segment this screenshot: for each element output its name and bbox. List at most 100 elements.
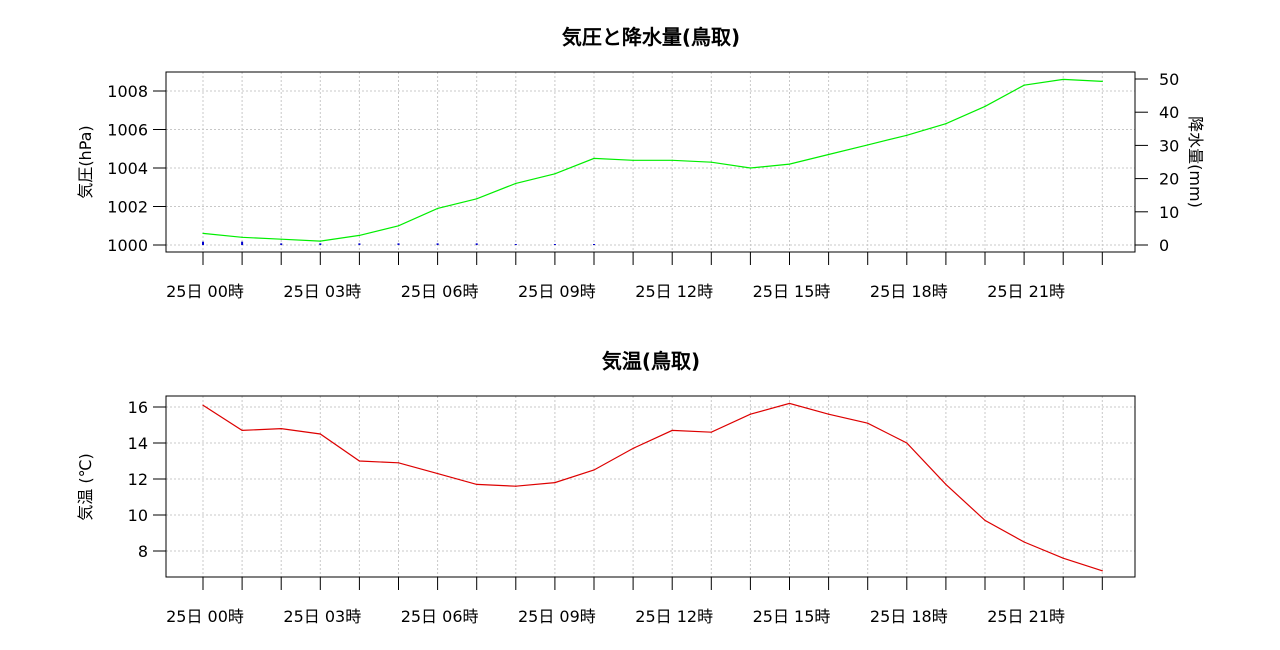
temperature-point: [241, 429, 243, 431]
temperature-point: [906, 442, 908, 444]
temperature-point: [437, 473, 439, 475]
temperature-point: [867, 422, 869, 424]
grid: [166, 396, 1135, 577]
y-tick-label: 1000: [107, 236, 148, 255]
temperature-point: [710, 431, 712, 433]
x-tick-label: 25日 21時: [987, 282, 1065, 301]
y-tick-label: 1006: [107, 121, 148, 140]
plot-frame: [165, 71, 1136, 253]
y-tick-label: 1008: [107, 82, 148, 101]
temperature-point: [1062, 557, 1064, 559]
y-tick-label: 40: [1159, 103, 1179, 122]
y-axis-left: 8 10 12 14 16: [128, 398, 166, 561]
pressure-point: [1101, 80, 1103, 82]
temperature-line: [202, 402, 1103, 572]
temperature-point: [1101, 570, 1103, 572]
temperature-point: [476, 483, 478, 485]
x-axis: 25日 00時 25日 03時 25日 06時 25日 09時 25日 12時 25日 1…: [166, 252, 1103, 301]
pressure-point: [828, 153, 830, 156]
y-tick-label: 1004: [107, 159, 148, 178]
pressure-point: [241, 236, 243, 238]
pressure-point: [358, 234, 360, 236]
precipitation-series: [202, 241, 595, 245]
temperature-point: [515, 485, 517, 487]
y-tick-label: 1002: [107, 198, 148, 217]
y-axis-label: 気温 (℃): [76, 453, 95, 521]
temperature-point: [632, 447, 634, 449]
temperature-point: [788, 402, 791, 404]
grid: [166, 72, 1135, 252]
y-tick-label: 14: [128, 434, 148, 453]
y-tick-label: 8: [138, 542, 148, 561]
temperature-point: [202, 404, 204, 406]
pressure-point: [1062, 78, 1064, 81]
pressure-point: [788, 163, 791, 165]
temperature-point: [828, 413, 830, 415]
y-axis-right: 0 10 20 30 40 50: [1135, 70, 1179, 255]
temperature-point: [671, 429, 673, 431]
temperature-point: [1023, 541, 1025, 543]
x-tick-label: 25日 18時: [870, 282, 948, 301]
y-tick-label: 30: [1159, 136, 1179, 155]
x-tick-label: 25日 09時: [518, 607, 596, 626]
pressure-point: [984, 105, 986, 107]
chart-title: 気温(鳥取): [602, 349, 700, 373]
pressure-point: [280, 238, 282, 240]
pressure-point: [515, 182, 517, 184]
pressure-point: [593, 157, 595, 159]
pressure-point: [906, 134, 908, 136]
plot-frame: [165, 395, 1136, 578]
y-tick-label: 0: [1159, 236, 1169, 255]
pressure-precipitation-chart: 気圧と降水量(鳥取) 気圧(hPa) 降水量(mm) 1000100210041…: [76, 25, 1205, 301]
x-tick-label: 25日 21時: [987, 607, 1065, 626]
pressure-point: [319, 240, 321, 242]
x-tick-label: 25日 03時: [283, 607, 361, 626]
pressure-point: [710, 161, 712, 163]
pressure-point: [397, 225, 400, 227]
pressure-point: [749, 167, 752, 169]
y-axis-label-right: 降水量(mm): [1186, 116, 1205, 208]
x-tick-label: 25日 15時: [753, 282, 831, 301]
y-tick-label: 12: [128, 470, 148, 489]
x-tick-label: 25日 06時: [401, 282, 479, 301]
temperature-point: [945, 483, 947, 485]
x-tick-label: 25日 09時: [518, 282, 596, 301]
pressure-point: [1023, 84, 1025, 86]
x-tick-label: 25日 18時: [870, 607, 948, 626]
pressure-point: [476, 198, 478, 200]
x-tick-label: 25日 15時: [753, 607, 831, 626]
y-tick-label: 50: [1159, 70, 1179, 89]
pressure-point: [671, 159, 673, 161]
x-axis: 25日 00時 25日 03時 25日 06時 25日 09時 25日 12時 25日 1…: [166, 577, 1103, 626]
x-tick-label: 25日 00時: [166, 607, 244, 626]
temperature-point: [280, 428, 282, 430]
temperature-point: [397, 462, 400, 464]
pressure-line: [202, 78, 1103, 242]
pressure-point: [945, 123, 947, 125]
y-tick-label: 16: [128, 398, 148, 417]
temperature-point: [554, 482, 556, 484]
pressure-point: [554, 173, 556, 175]
chart-title: 気圧と降水量(鳥取): [562, 25, 740, 49]
y-axis-left: 1000 1002 1004 1006 1008: [107, 82, 166, 255]
pressure-point: [202, 232, 204, 235]
x-tick-label: 25日 00時: [166, 282, 244, 301]
y-axis-label-left: 気圧(hPa): [76, 125, 95, 198]
temperature-point: [358, 460, 360, 462]
x-tick-label: 25日 06時: [401, 607, 479, 626]
pressure-point: [437, 207, 439, 210]
pressure-point: [632, 159, 634, 161]
y-tick-label: 10: [1159, 203, 1179, 222]
x-tick-label: 25日 12時: [635, 607, 713, 626]
pressure-point: [867, 144, 869, 146]
temperature-point: [984, 519, 986, 522]
temperature-point: [749, 413, 752, 415]
x-tick-label: 25日 12時: [635, 282, 713, 301]
x-tick-label: 25日 03時: [283, 282, 361, 301]
temperature-point: [319, 433, 321, 435]
temperature-point: [593, 469, 595, 471]
y-tick-label: 10: [128, 506, 148, 525]
y-tick-label: 20: [1159, 170, 1179, 189]
